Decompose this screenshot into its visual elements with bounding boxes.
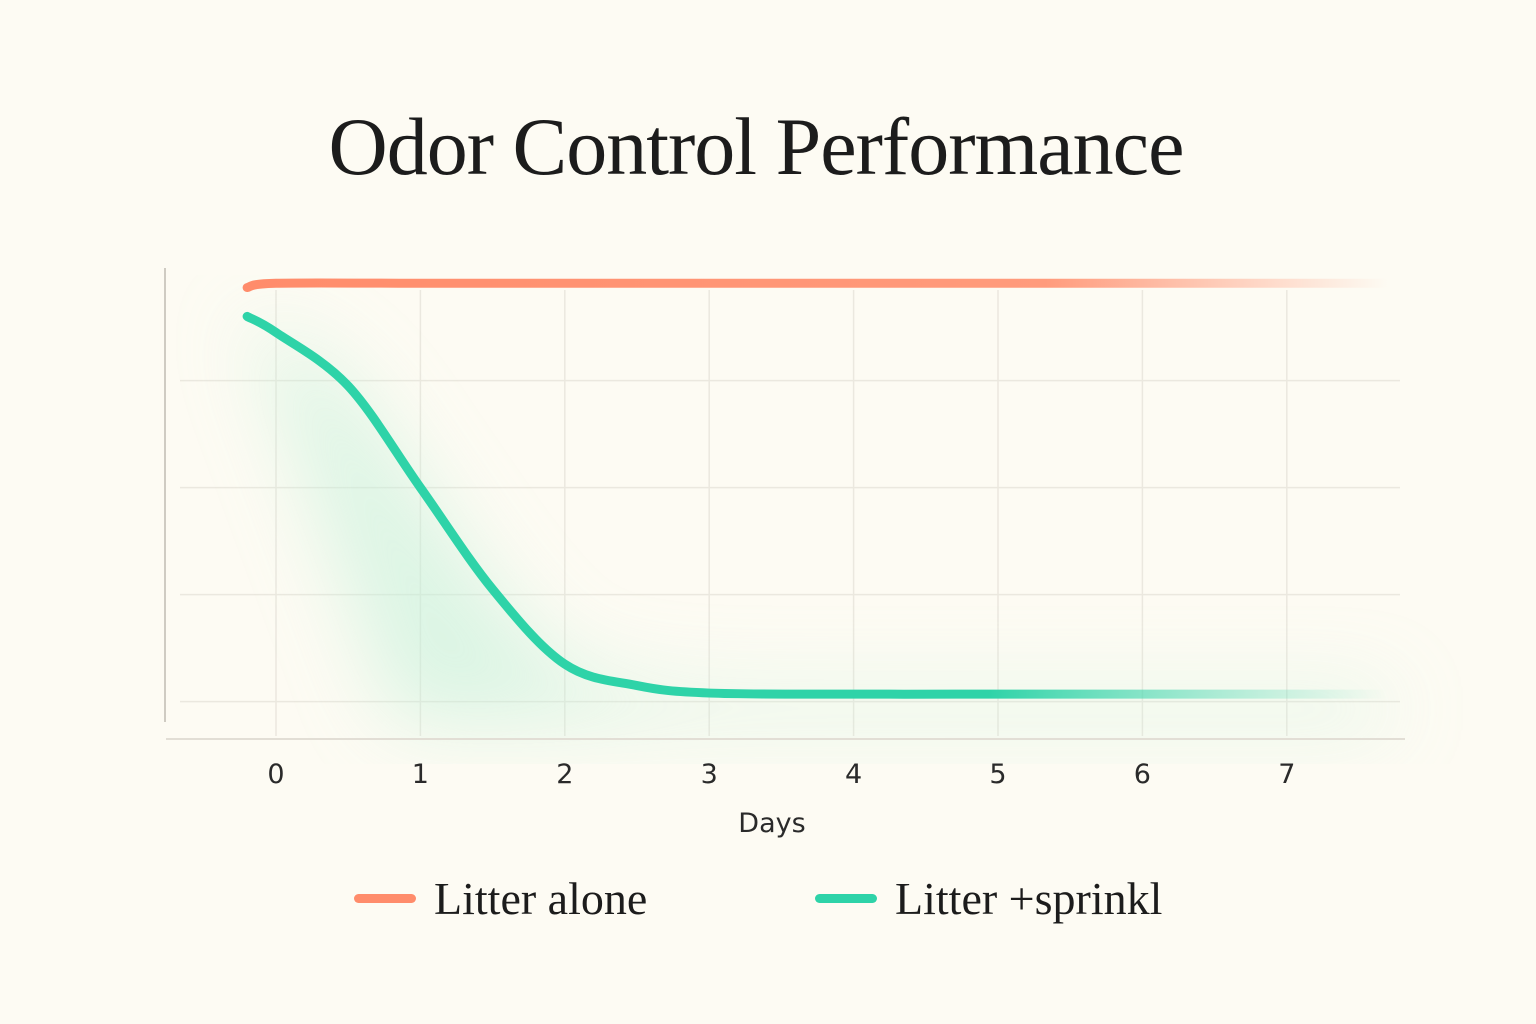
series-line-litter-alone [242, 278, 1393, 293]
x-tick-label: 4 [845, 759, 862, 790]
legend-label: Litter alone [434, 873, 648, 924]
legend-item-litter-sprinkl: Litter +sprinkl [815, 872, 1162, 925]
x-tick-label: 6 [1134, 759, 1151, 790]
legend-swatch [815, 894, 877, 903]
x-tick-label: 5 [989, 759, 1006, 790]
x-tick-label: 2 [556, 759, 573, 790]
legend-swatch [354, 894, 416, 903]
x-tick-label: 7 [1278, 759, 1295, 790]
series-glow [247, 316, 1388, 724]
series-line-litter-sprinkl [242, 311, 1393, 699]
x-axis-label: Days [738, 808, 805, 839]
legend-label: Litter +sprinkl [895, 873, 1163, 924]
x-tick-label: 0 [267, 759, 284, 790]
x-tick-label: 3 [701, 759, 718, 790]
chart-title: Odor Control Performance [328, 101, 1185, 192]
x-tick-label: 1 [412, 759, 429, 790]
legend-item-litter-alone: Litter alone [354, 872, 647, 925]
